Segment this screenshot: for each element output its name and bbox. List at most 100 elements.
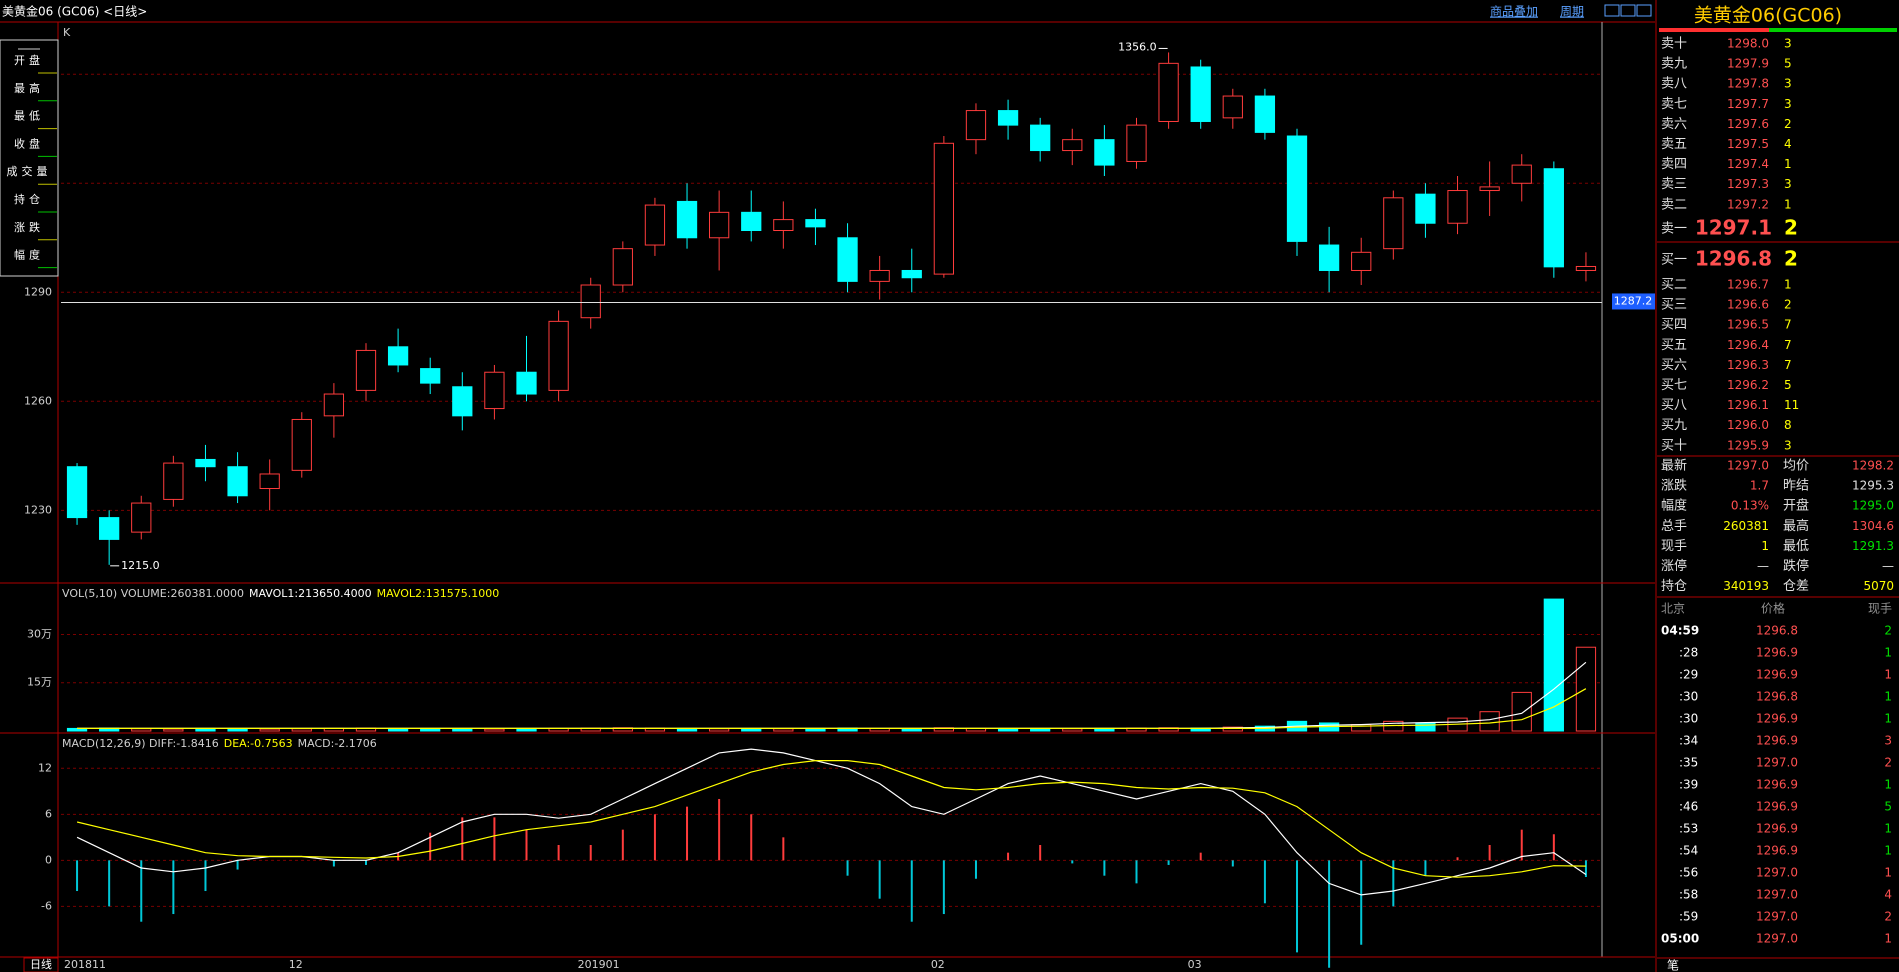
tick-price: 1296.8	[1756, 624, 1798, 638]
candle-body	[869, 269, 890, 282]
candle-body	[1575, 265, 1597, 271]
legend-item: 最高	[14, 81, 44, 95]
book-label: 买九	[1661, 418, 1687, 433]
tick-time: :46	[1679, 800, 1698, 814]
corner-label: K	[63, 26, 71, 39]
tick-price: 1297.0	[1756, 756, 1798, 770]
book-size: 4	[1784, 137, 1792, 151]
candle-body	[1158, 62, 1179, 122]
book-size: 2	[1784, 117, 1792, 131]
book-size: 7	[1784, 318, 1792, 332]
volume-bar	[66, 727, 88, 732]
stat-value: 1304.6	[1852, 519, 1894, 533]
candle-body	[965, 110, 987, 141]
tick-price: 1296.9	[1756, 712, 1798, 726]
book-size: 1	[1784, 157, 1792, 171]
volume-bar	[709, 728, 730, 732]
legend-item: 涨跌	[14, 220, 44, 234]
period-link[interactable]: 周期	[1560, 5, 1584, 19]
candle-body	[933, 142, 954, 275]
window-button[interactable]	[1636, 4, 1652, 17]
book-size: 5	[1784, 57, 1792, 71]
book-label: 卖十	[1661, 37, 1687, 52]
candle-body	[1126, 124, 1147, 162]
legend-item: 最低	[14, 110, 44, 123]
volume-bar	[227, 728, 248, 732]
book-label: 买三	[1661, 298, 1687, 313]
tick-vol: 1	[1884, 822, 1892, 836]
book-label: 卖三	[1661, 177, 1687, 192]
volume-bar	[516, 728, 537, 732]
tick-price: 1296.9	[1756, 734, 1798, 748]
candle-body	[1094, 139, 1115, 166]
candle-body	[548, 320, 569, 391]
book-label: 买六	[1661, 358, 1687, 373]
window-button[interactable]	[1620, 4, 1636, 17]
tick-price: 1297.0	[1756, 888, 1798, 902]
legend-item: 收盘	[14, 136, 44, 150]
tick-vol: 2	[1884, 910, 1892, 924]
y-tick-label: 1290	[24, 285, 52, 298]
book-label: 买二	[1661, 278, 1687, 293]
stat-value: 0.13%	[1731, 499, 1769, 513]
y-tick-label: 0	[45, 853, 52, 866]
stat-value: —	[1757, 559, 1769, 573]
candle-body	[901, 269, 922, 279]
panel-legend: VOL(5,10) VOLUME:260381.0000 MAVOL1:21365…	[62, 587, 499, 600]
ticks-header: 现手	[1868, 602, 1892, 616]
candle-body	[805, 219, 826, 228]
candle-body	[387, 346, 409, 366]
tick-time: :39	[1679, 778, 1698, 792]
book-price: 1295.9	[1727, 438, 1769, 452]
tick-time: :30	[1679, 690, 1698, 704]
book-price: 1296.1	[1727, 398, 1769, 412]
candle-body	[709, 211, 730, 239]
window-button[interactable]	[1604, 4, 1620, 17]
tick-vol: 1	[1884, 866, 1892, 880]
tick-vol: 1	[1884, 668, 1892, 682]
tick-price: 1297.0	[1756, 910, 1798, 924]
book-label: 卖五	[1661, 137, 1687, 152]
book-price: 1297.3	[1727, 177, 1769, 191]
candle-body	[163, 462, 184, 500]
volume-bar	[387, 728, 409, 732]
candle-body	[420, 368, 441, 384]
tick-time: :34	[1679, 734, 1698, 748]
book-size: 7	[1784, 338, 1792, 352]
stat-label: 持仓	[1661, 579, 1687, 594]
candle-body	[1030, 124, 1051, 152]
stat-value: 1297.0	[1727, 459, 1769, 473]
book-size: 2	[1784, 298, 1792, 312]
book-price: 1296.5	[1727, 318, 1769, 332]
annotation: 1215.0	[121, 559, 160, 572]
candle-body	[484, 371, 505, 410]
book-size: 3	[1784, 177, 1792, 191]
legend-item: 持仓	[14, 192, 44, 206]
stat-label: 现手	[1661, 539, 1687, 554]
book-label: 卖一	[1661, 222, 1687, 237]
book-size: 1	[1784, 197, 1792, 211]
stat-label: 跌停	[1783, 558, 1809, 574]
tick-time: 04:59	[1661, 624, 1699, 638]
tick-vol: 4	[1884, 888, 1892, 902]
x-tick-label: 201811	[64, 958, 106, 971]
tick-vol: 5	[1884, 800, 1892, 814]
volume-bar	[163, 728, 184, 732]
candle-body	[1447, 190, 1468, 224]
annotation: 1356.0	[1118, 40, 1157, 53]
y-tick-label: 6	[45, 807, 52, 820]
y-tick-label: 30万	[27, 627, 52, 640]
book-label: 卖八	[1661, 77, 1687, 92]
tab-label[interactable]: 笔	[1667, 958, 1679, 972]
candle-body	[516, 371, 537, 395]
overlay-link[interactable]: 商品叠加	[1490, 4, 1538, 19]
tick-time: :29	[1679, 668, 1698, 682]
stat-value: 1	[1761, 539, 1769, 553]
book-size: 7	[1784, 358, 1792, 372]
book-size: 3	[1784, 37, 1792, 51]
stat-label: 最低	[1783, 539, 1809, 554]
volume-bar	[484, 728, 505, 732]
candle-body	[612, 248, 633, 286]
volume-bar	[1415, 722, 1436, 732]
